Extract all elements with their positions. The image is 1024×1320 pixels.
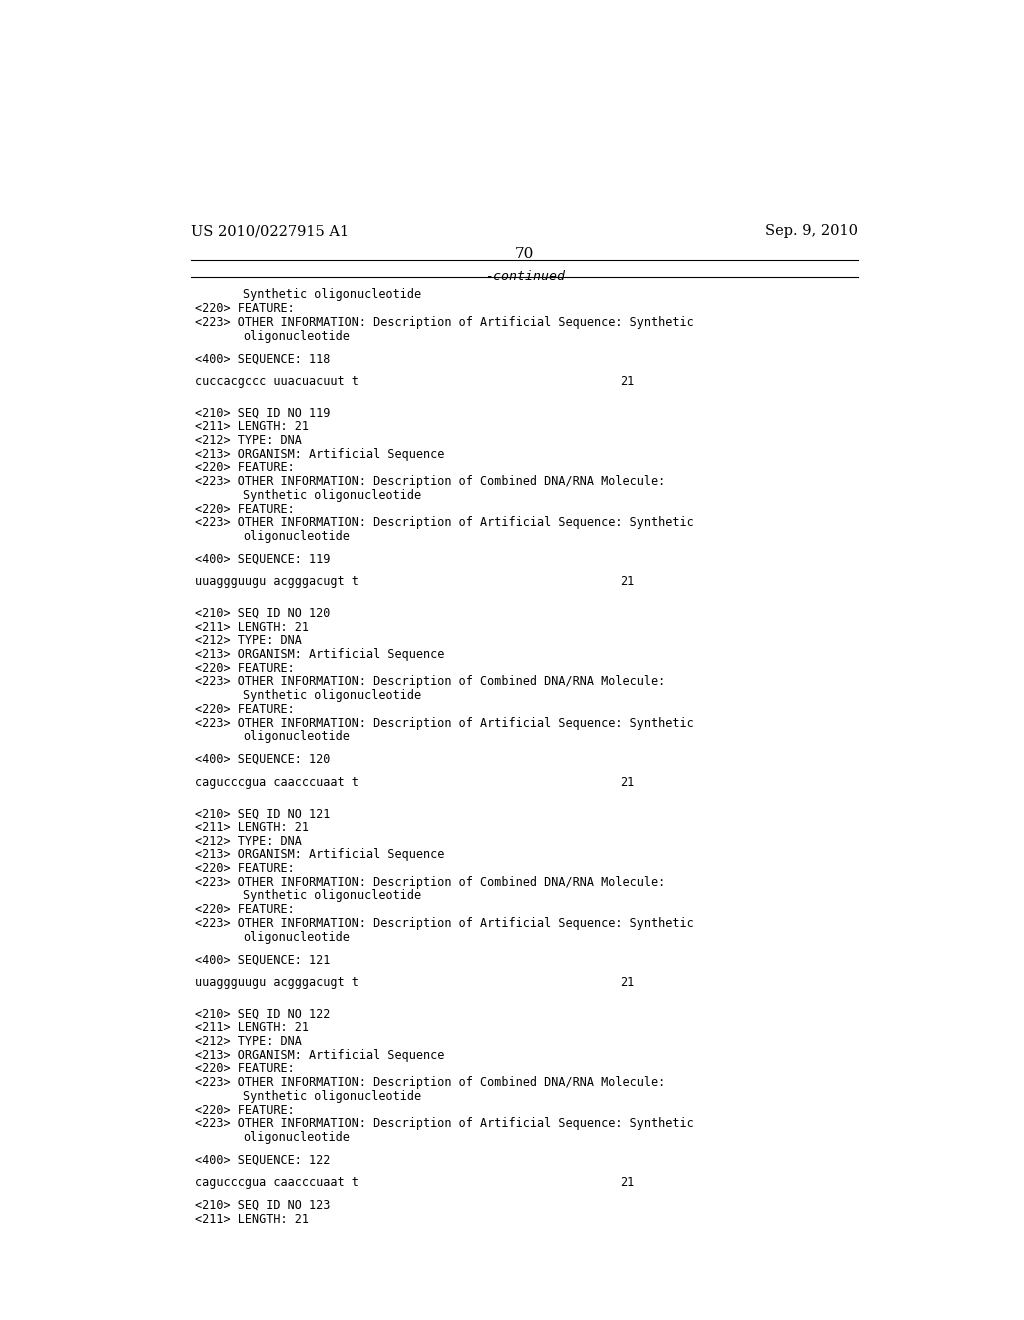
Text: <220> FEATURE:: <220> FEATURE: [196,503,295,516]
Text: <211> LENGTH: 21: <211> LENGTH: 21 [196,821,309,834]
Text: <211> LENGTH: 21: <211> LENGTH: 21 [196,1213,309,1226]
Text: <220> FEATURE:: <220> FEATURE: [196,302,295,315]
Text: US 2010/0227915 A1: US 2010/0227915 A1 [191,224,349,239]
Text: cagucccgua caacccuaat t: cagucccgua caacccuaat t [196,776,359,788]
Text: <220> FEATURE:: <220> FEATURE: [196,862,295,875]
Text: <213> ORGANISM: Artificial Sequence: <213> ORGANISM: Artificial Sequence [196,447,444,461]
Text: <223> OTHER INFORMATION: Description of Artificial Sequence: Synthetic: <223> OTHER INFORMATION: Description of … [196,917,694,929]
Text: <220> FEATURE:: <220> FEATURE: [196,462,295,474]
Text: <220> FEATURE:: <220> FEATURE: [196,903,295,916]
Text: <220> FEATURE:: <220> FEATURE: [196,702,295,715]
Text: 21: 21 [620,975,634,989]
Text: <400> SEQUENCE: 118: <400> SEQUENCE: 118 [196,352,331,366]
Text: <223> OTHER INFORMATION: Description of Artificial Sequence: Synthetic: <223> OTHER INFORMATION: Description of … [196,516,694,529]
Text: <211> LENGTH: 21: <211> LENGTH: 21 [196,420,309,433]
Text: 21: 21 [620,375,634,388]
Text: <211> LENGTH: 21: <211> LENGTH: 21 [196,620,309,634]
Text: <210> SEQ ID NO 123: <210> SEQ ID NO 123 [196,1199,331,1212]
Text: <213> ORGANISM: Artificial Sequence: <213> ORGANISM: Artificial Sequence [196,648,444,661]
Text: <212> TYPE: DNA: <212> TYPE: DNA [196,834,302,847]
Text: <223> OTHER INFORMATION: Description of Combined DNA/RNA Molecule:: <223> OTHER INFORMATION: Description of … [196,875,666,888]
Text: oligonucleotide: oligonucleotide [243,531,350,543]
Text: Synthetic oligonucleotide: Synthetic oligonucleotide [243,689,421,702]
Text: <212> TYPE: DNA: <212> TYPE: DNA [196,434,302,447]
Text: <400> SEQUENCE: 120: <400> SEQUENCE: 120 [196,752,331,766]
Text: <223> OTHER INFORMATION: Description of Combined DNA/RNA Molecule:: <223> OTHER INFORMATION: Description of … [196,475,666,488]
Text: <220> FEATURE:: <220> FEATURE: [196,661,295,675]
Text: cagucccgua caacccuaat t: cagucccgua caacccuaat t [196,1176,359,1189]
Text: 70: 70 [515,247,535,261]
Text: -continued: -continued [484,271,565,284]
Text: <213> ORGANISM: Artificial Sequence: <213> ORGANISM: Artificial Sequence [196,1048,444,1061]
Text: <213> ORGANISM: Artificial Sequence: <213> ORGANISM: Artificial Sequence [196,849,444,862]
Text: Synthetic oligonucleotide: Synthetic oligonucleotide [243,488,421,502]
Text: <212> TYPE: DNA: <212> TYPE: DNA [196,635,302,647]
Text: <220> FEATURE:: <220> FEATURE: [196,1063,295,1076]
Text: oligonucleotide: oligonucleotide [243,330,350,343]
Text: <400> SEQUENCE: 119: <400> SEQUENCE: 119 [196,553,331,566]
Text: Synthetic oligonucleotide: Synthetic oligonucleotide [243,1090,421,1102]
Text: <220> FEATURE:: <220> FEATURE: [196,1104,295,1117]
Text: 21: 21 [620,776,634,788]
Text: oligonucleotide: oligonucleotide [243,1131,350,1144]
Text: <211> LENGTH: 21: <211> LENGTH: 21 [196,1022,309,1035]
Text: <400> SEQUENCE: 121: <400> SEQUENCE: 121 [196,953,331,966]
Text: <223> OTHER INFORMATION: Description of Combined DNA/RNA Molecule:: <223> OTHER INFORMATION: Description of … [196,1076,666,1089]
Text: 21: 21 [620,1176,634,1189]
Text: cuccacgccc uuacuacuut t: cuccacgccc uuacuacuut t [196,375,359,388]
Text: <223> OTHER INFORMATION: Description of Artificial Sequence: Synthetic: <223> OTHER INFORMATION: Description of … [196,717,694,730]
Text: <210> SEQ ID NO 122: <210> SEQ ID NO 122 [196,1007,331,1020]
Text: uuaggguugu acgggacugt t: uuaggguugu acgggacugt t [196,576,359,589]
Text: <223> OTHER INFORMATION: Description of Combined DNA/RNA Molecule:: <223> OTHER INFORMATION: Description of … [196,676,666,689]
Text: uuaggguugu acgggacugt t: uuaggguugu acgggacugt t [196,975,359,989]
Text: <210> SEQ ID NO 120: <210> SEQ ID NO 120 [196,607,331,620]
Text: 21: 21 [620,576,634,589]
Text: oligonucleotide: oligonucleotide [243,931,350,944]
Text: <210> SEQ ID NO 119: <210> SEQ ID NO 119 [196,407,331,420]
Text: <210> SEQ ID NO 121: <210> SEQ ID NO 121 [196,807,331,820]
Text: Synthetic oligonucleotide: Synthetic oligonucleotide [243,890,421,903]
Text: Synthetic oligonucleotide: Synthetic oligonucleotide [243,289,421,301]
Text: <400> SEQUENCE: 122: <400> SEQUENCE: 122 [196,1154,331,1167]
Text: <223> OTHER INFORMATION: Description of Artificial Sequence: Synthetic: <223> OTHER INFORMATION: Description of … [196,315,694,329]
Text: <223> OTHER INFORMATION: Description of Artificial Sequence: Synthetic: <223> OTHER INFORMATION: Description of … [196,1117,694,1130]
Text: oligonucleotide: oligonucleotide [243,730,350,743]
Text: <212> TYPE: DNA: <212> TYPE: DNA [196,1035,302,1048]
Text: Sep. 9, 2010: Sep. 9, 2010 [765,224,858,239]
